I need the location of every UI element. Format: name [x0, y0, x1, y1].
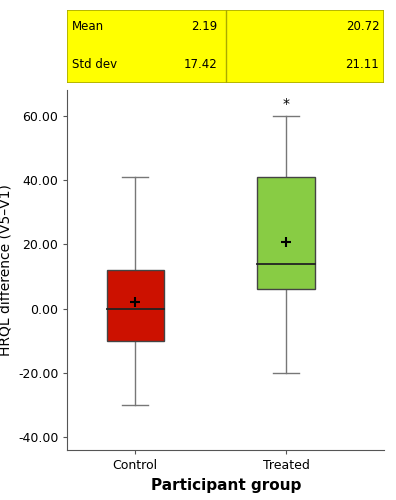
Text: Std dev: Std dev: [72, 58, 117, 71]
Text: 2.19: 2.19: [192, 20, 218, 33]
Bar: [107, 270, 164, 340]
Text: Mean: Mean: [72, 20, 104, 33]
Bar: [257, 177, 315, 290]
Text: *: *: [283, 97, 289, 111]
Text: 20.72: 20.72: [346, 20, 379, 33]
X-axis label: Participant group: Participant group: [150, 478, 301, 492]
Y-axis label: HRQL difference (V5–V1): HRQL difference (V5–V1): [0, 184, 12, 356]
Text: 21.11: 21.11: [346, 58, 379, 71]
Text: 17.42: 17.42: [184, 58, 218, 71]
